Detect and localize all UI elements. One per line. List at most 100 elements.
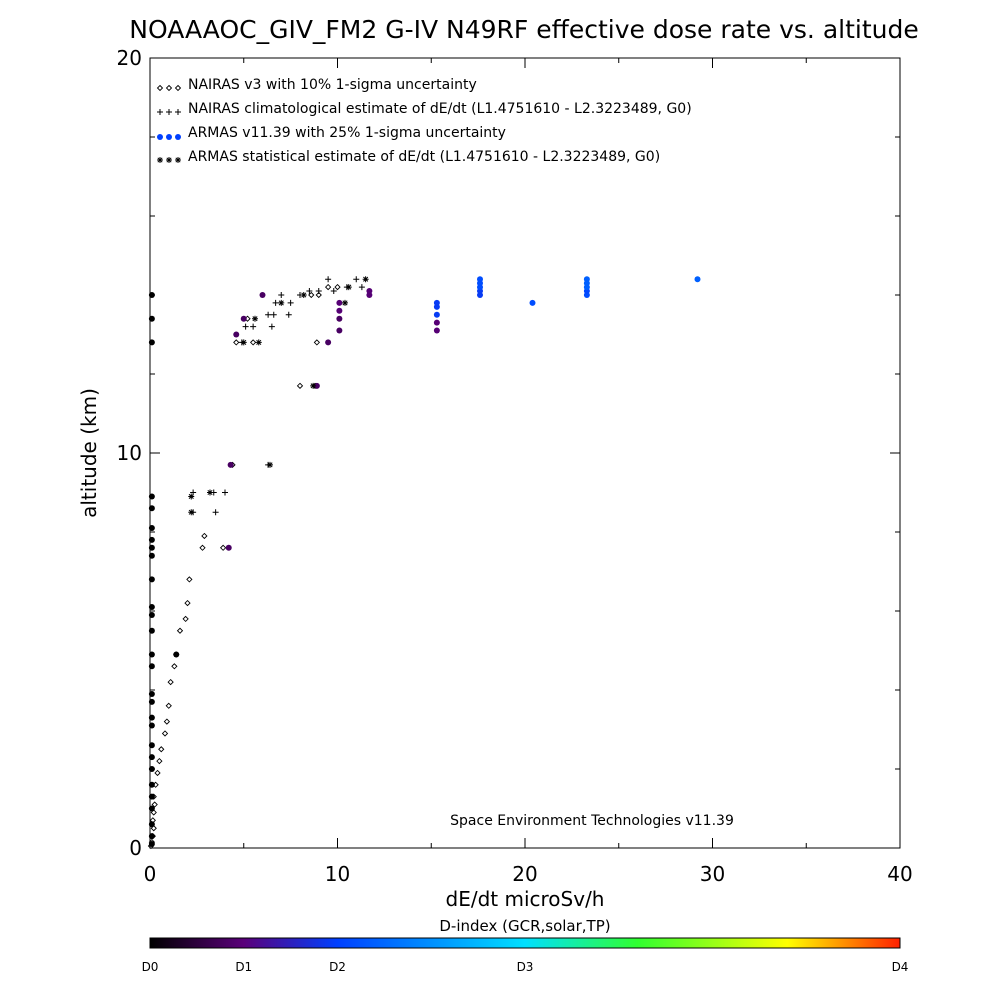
data-point-dot [148, 611, 155, 618]
data-point-dot [148, 766, 155, 772]
legend-diamond-symbol [156, 84, 182, 92]
data-point-asterisk [300, 292, 307, 298]
x-tick-label-40: 40 [887, 862, 912, 886]
y-tick-label-0: 0 [129, 836, 142, 860]
data-point-dot [433, 311, 440, 318]
data-point-asterisk [255, 339, 262, 346]
data-point-diamond [150, 825, 157, 832]
data-point-asterisk [278, 299, 285, 306]
colorbar-label-d4: D4 [892, 960, 909, 974]
data-point-dot [336, 307, 343, 314]
data-point-diamond [324, 283, 332, 291]
x-tick-label-20: 20 [512, 862, 537, 886]
data-point-dot [148, 651, 155, 658]
data-point-plus [242, 323, 249, 330]
data-point-dot [336, 299, 343, 306]
data-point-diamond [156, 757, 163, 765]
data-point-plus [272, 299, 279, 306]
data-point-dot [148, 339, 155, 346]
data-point-dot [148, 505, 155, 512]
data-point-dot [583, 276, 590, 283]
data-point-dot [366, 288, 373, 295]
series-diamond [147, 283, 341, 850]
data-point-dot [336, 327, 343, 334]
credit-annotation: Space Environment Technologies v11.39 [450, 813, 734, 829]
data-point-dot [173, 651, 180, 658]
data-point-dot [529, 299, 536, 306]
legend-dot-marker [166, 134, 172, 140]
data-point-dot [148, 552, 155, 559]
data-point-asterisk [362, 276, 369, 283]
data-point-dot [433, 327, 440, 334]
legend-diamond-marker [156, 84, 164, 92]
data-point-asterisk [342, 299, 348, 306]
data-point-plus [265, 311, 272, 318]
legend-asterisk-symbol [157, 157, 181, 163]
legend-plus-symbol [157, 109, 181, 115]
x-tick-label-30: 30 [700, 862, 725, 886]
data-point-dot [148, 833, 155, 840]
data-point-diamond [150, 809, 157, 816]
data-point-asterisk [188, 509, 195, 516]
data-point-dot [433, 299, 440, 306]
data-point-dot [240, 315, 247, 322]
data-point-dot [313, 382, 320, 389]
legend-diamond-marker [174, 84, 182, 92]
data-point-plus [358, 284, 365, 291]
colorbar-title: D-index (GCR,solar,TP) [439, 917, 610, 935]
colorbar-label-d0: D0 [142, 960, 159, 974]
data-point-asterisk [252, 315, 258, 322]
y-tick-label-10: 10 [117, 441, 142, 465]
data-point-diamond [334, 283, 341, 291]
data-point-plus [325, 276, 332, 283]
data-point-dot [227, 461, 234, 468]
legend-label-nairas: NAIRAS v3 with 10% 1-sigma uncertainty [188, 77, 477, 93]
plot-frame [149, 57, 901, 849]
data-point-asterisk [188, 493, 195, 500]
data-point-dot [225, 544, 232, 551]
data-point-dot [148, 821, 155, 828]
legend-label-armas: ARMAS v11.39 with 25% 1-sigma uncertaint… [188, 125, 506, 141]
chart-title: NOAAAOC_GIV_FM2 G-IV N49RF effective dos… [129, 15, 918, 44]
data-point-diamond [184, 599, 191, 607]
data-point-dot [148, 690, 155, 697]
data-point-dot [148, 841, 155, 848]
data-point-diamond [165, 702, 172, 709]
data-point-dot [148, 805, 155, 812]
data-point-plus [287, 299, 294, 306]
data-point-dot [259, 292, 266, 298]
data-point-asterisk [310, 382, 317, 389]
data-point-asterisk [345, 284, 352, 291]
data-point-asterisk [267, 461, 273, 468]
data-point-dot [148, 536, 155, 543]
y-tick-label-20: 20 [117, 46, 142, 70]
x-axis-label: dE/dt microSv/h [446, 887, 605, 911]
data-point-diamond [163, 718, 171, 725]
colorbar [149, 937, 901, 949]
data-point-diamond [313, 339, 321, 346]
data-point-dot [336, 315, 343, 322]
data-point-plus [315, 288, 322, 295]
series-asterisk [188, 276, 369, 516]
data-point-diamond [186, 576, 193, 583]
data-point-diamond [171, 663, 178, 670]
legend: NAIRAS v3 with 10% 1-sigma uncertainty N… [156, 77, 692, 165]
colorbar-label-d2: D2 [329, 960, 346, 974]
data-point-dot [148, 544, 155, 551]
data-point-dot [148, 525, 155, 532]
legend-dot-marker [157, 134, 163, 140]
legend-plus-marker [157, 109, 163, 115]
legend-label-armas-statistical: ARMAS statistical estimate of dE/dt (L1.… [188, 149, 660, 165]
data-point-dot [148, 722, 155, 729]
data-point-diamond [219, 544, 227, 551]
data-point-diamond [167, 678, 174, 686]
axis-ticks [149, 57, 901, 849]
colorbar-label-d1: D1 [235, 960, 252, 974]
legend-asterisk-marker [166, 157, 172, 163]
data-points [147, 276, 701, 850]
legend-dot-symbol [157, 134, 181, 140]
legend-plus-marker [166, 109, 172, 115]
data-point-diamond [315, 291, 322, 299]
data-point-dot [148, 292, 155, 298]
